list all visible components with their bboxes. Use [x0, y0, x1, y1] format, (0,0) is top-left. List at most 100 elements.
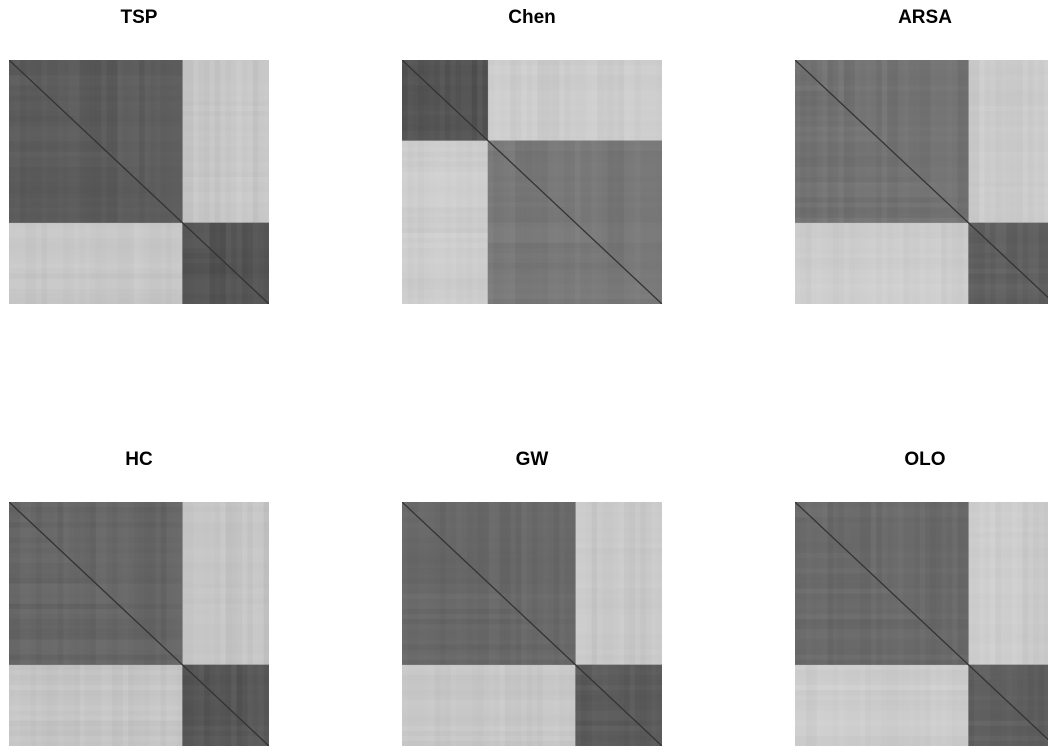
heatmap-block-stripe: [1022, 664, 1029, 746]
heatmap-block-stripe: [182, 720, 269, 726]
heatmap-block-stripe: [487, 166, 662, 172]
heatmap-block-stripe: [968, 715, 1048, 721]
heatmap-block-stripe: [402, 125, 488, 131]
heatmap-stripe: [795, 669, 1048, 676]
heatmap-block-stripe: [487, 298, 662, 304]
heatmap-block-stripe: [795, 80, 969, 86]
heatmap-stripe: [995, 502, 1002, 746]
heatmap-block-stripe: [919, 502, 926, 665]
heatmap-block-stripe: [74, 60, 80, 223]
heatmap-block-stripe: [182, 664, 269, 671]
heatmap-block-stripe: [596, 140, 603, 304]
heatmap-stripe: [795, 674, 1048, 681]
heatmap-block-stripe: [843, 60, 850, 223]
heatmap-block-stripe: [19, 60, 26, 223]
heatmap-block-stripe: [968, 710, 1048, 716]
heatmap-block-stripe: [914, 502, 920, 665]
heatmap-block-stripe: [231, 222, 237, 304]
heatmap-block-stripe: [9, 563, 183, 569]
heatmap-stripe: [193, 502, 199, 746]
heatmap-block-stripe: [9, 629, 183, 635]
heatmap-block-stripe: [166, 60, 172, 223]
heatmap-block-stripe: [128, 60, 134, 223]
heatmap-stripe: [9, 730, 269, 737]
heatmap-block-stripe: [968, 700, 1048, 706]
heatmap-block-stripe: [509, 140, 516, 304]
heatmap-block-stripe: [968, 232, 1048, 239]
heatmap-block-stripe: [402, 634, 576, 640]
heatmap-block-stripe: [532, 502, 538, 665]
heatmap-block-stripe: [559, 502, 565, 665]
heatmap-stripe: [9, 288, 269, 295]
heatmap-block-stripe: [9, 547, 183, 554]
heatmap-block-stripe: [402, 542, 576, 549]
heatmap-block-stripe: [487, 160, 662, 167]
heatmap-stripe: [407, 60, 414, 304]
heatmap-block-stripe: [795, 537, 969, 543]
heatmap-stripe: [656, 502, 662, 746]
heatmap-stripe: [209, 502, 216, 746]
panel-title: HC: [125, 449, 153, 470]
heatmap-stripe: [9, 679, 269, 686]
heatmap-block-stripe: [482, 60, 489, 141]
heatmap-block-stripe: [887, 502, 893, 665]
heatmap-stripe: [402, 730, 662, 737]
heatmap-block-stripe: [101, 60, 107, 223]
heatmap-block-stripe: [795, 552, 969, 559]
heatmap-block-stripe: [402, 552, 576, 559]
heatmap-block-stripe: [182, 685, 269, 691]
heatmap-block-stripe: [520, 140, 527, 304]
heatmap-block-stripe: [9, 583, 183, 589]
heatmap-block-stripe: [9, 151, 183, 157]
heatmap-stripe: [402, 735, 662, 742]
heatmap-block-stripe: [144, 502, 151, 665]
heatmap-stripe: [795, 288, 1048, 295]
heatmap-block-stripe: [816, 502, 823, 665]
heatmap-stripe: [477, 60, 484, 304]
heatmap-stripe: [624, 502, 630, 746]
heatmap-stripe: [182, 502, 189, 746]
heatmap-block-stripe: [9, 649, 183, 655]
heatmap-block-stripe: [795, 217, 969, 224]
heatmap-stripe: [9, 674, 269, 681]
heatmap-block-stripe: [487, 140, 494, 304]
heatmap-block-stripe: [182, 700, 269, 706]
heatmap-block-stripe: [177, 502, 183, 665]
heatmap-block-stripe: [9, 527, 183, 533]
heatmap-block-stripe: [870, 60, 877, 223]
heatmap-block-stripe: [111, 60, 118, 223]
heatmap-block-stripe: [46, 60, 53, 223]
heatmap-block-stripe: [1000, 222, 1007, 304]
heatmap-stripe: [402, 740, 662, 746]
heatmap-block-stripe: [795, 156, 969, 163]
heatmap-block-stripe: [618, 140, 625, 304]
heatmap-block-stripe: [14, 502, 21, 665]
heatmap-block-stripe: [144, 60, 151, 223]
heatmap-block-stripe: [402, 563, 576, 569]
heatmap-block-stripe: [613, 664, 620, 746]
heatmap-block-stripe: [795, 100, 969, 107]
heatmap-block-stripe: [795, 70, 969, 76]
heatmap-plot: [795, 60, 1048, 304]
heatmap-block-stripe: [811, 502, 817, 665]
heatmap-block-1: [968, 222, 1048, 304]
heatmap-block-stripe: [919, 60, 926, 223]
heatmap-block-stripe: [52, 60, 59, 223]
heatmap-block-stripe: [504, 140, 510, 304]
heatmap-block-stripe: [182, 674, 269, 681]
heatmap-stripe: [1011, 502, 1018, 746]
heatmap-block-stripe: [487, 196, 662, 203]
heatmap-stripe: [1017, 502, 1023, 746]
heatmap-block-stripe: [9, 634, 183, 640]
heatmap-block-stripe: [402, 120, 488, 126]
heatmap-block-stripe: [122, 60, 129, 223]
heatmap-block-stripe: [995, 222, 1002, 304]
heatmap-block-stripe: [418, 60, 424, 141]
heatmap-stripe: [634, 502, 641, 746]
heatmap-block-stripe: [968, 288, 1048, 295]
heatmap-block-stripe: [95, 60, 102, 223]
heatmap-block-stripe: [795, 75, 969, 81]
heatmap-block-stripe: [9, 156, 183, 163]
heatmap-block-stripe: [1027, 664, 1034, 746]
heatmap-block-stripe: [407, 60, 414, 141]
